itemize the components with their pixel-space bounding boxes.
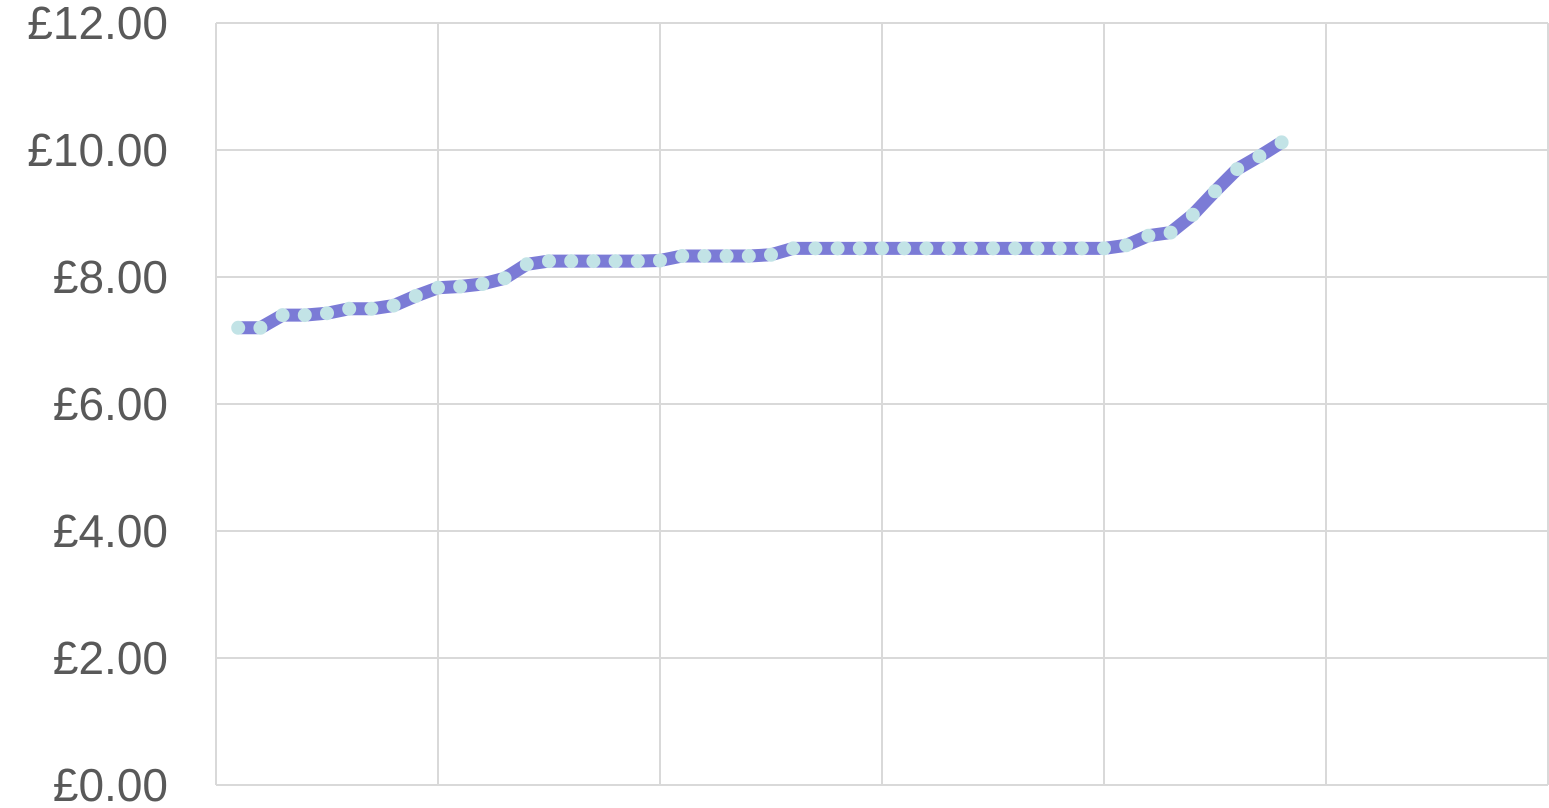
data-point xyxy=(741,249,756,263)
data-point xyxy=(875,241,889,256)
data-point xyxy=(1052,241,1067,256)
data-point xyxy=(1074,241,1089,256)
y-axis-ticks: £0.00 £2.00 £4.00 £6.00 £8.00 £10.00 £12.00 xyxy=(27,0,168,808)
data-point xyxy=(453,279,468,294)
data-point xyxy=(764,247,778,262)
data-point xyxy=(630,254,645,269)
data-point xyxy=(1030,241,1045,256)
data-point xyxy=(475,277,490,291)
data-point xyxy=(497,271,512,286)
data-point xyxy=(320,306,334,321)
data-point xyxy=(408,289,423,303)
data-point xyxy=(1141,228,1156,243)
data-point xyxy=(431,280,445,295)
data-point xyxy=(231,320,246,335)
data-point xyxy=(1119,238,1134,253)
data-point xyxy=(564,254,579,269)
y-tick-label: £8.00 xyxy=(53,251,168,303)
data-point xyxy=(519,257,534,272)
data-point xyxy=(275,308,290,323)
data-point xyxy=(1274,135,1289,150)
data-point xyxy=(830,241,845,256)
data-point xyxy=(653,253,667,268)
data-point xyxy=(586,254,601,269)
data-point xyxy=(1163,225,1178,240)
data-point xyxy=(1208,184,1222,199)
data-point xyxy=(1230,162,1245,177)
y-tick-label: £12.00 xyxy=(27,0,168,49)
grid-layer xyxy=(215,22,1549,786)
data-point xyxy=(963,241,978,256)
data-point xyxy=(786,241,801,256)
series-layer xyxy=(231,135,1289,335)
data-point xyxy=(697,249,712,263)
data-point xyxy=(919,241,934,256)
data-point xyxy=(608,254,623,269)
data-point xyxy=(386,298,401,313)
y-tick-label: £0.00 xyxy=(53,759,168,808)
data-point xyxy=(808,241,823,256)
data-point xyxy=(297,308,312,323)
data-point xyxy=(364,301,379,316)
y-tick-label: £10.00 xyxy=(27,124,168,176)
data-point xyxy=(1252,149,1267,164)
data-point xyxy=(1097,241,1111,256)
y-tick-label: £2.00 xyxy=(53,632,168,684)
data-point xyxy=(675,249,690,263)
data-point xyxy=(342,301,357,316)
data-point xyxy=(852,241,867,256)
y-tick-label: £6.00 xyxy=(53,378,168,430)
data-point xyxy=(986,241,1000,256)
data-point xyxy=(941,241,956,256)
data-point xyxy=(1008,241,1023,256)
data-point xyxy=(253,320,268,335)
data-point xyxy=(897,241,912,256)
data-point xyxy=(542,254,556,269)
y-tick-label: £4.00 xyxy=(53,505,168,557)
data-point xyxy=(1185,207,1200,222)
data-point xyxy=(719,249,734,263)
